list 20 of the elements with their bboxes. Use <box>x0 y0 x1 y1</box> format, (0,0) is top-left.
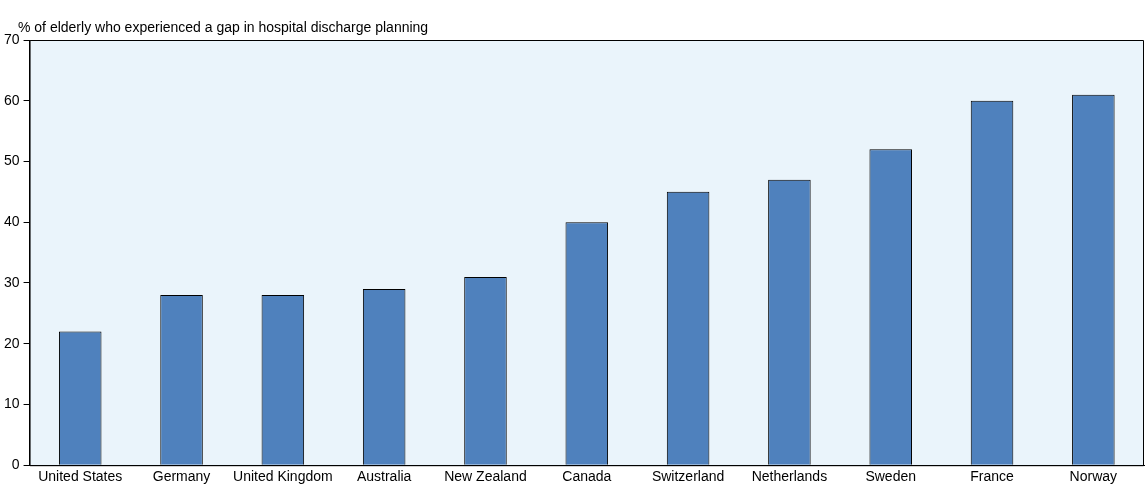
y-tick-label: 30 <box>3 273 20 290</box>
y-tick-label: 20 <box>3 334 20 351</box>
y-tick-label: 50 <box>3 152 20 169</box>
y-tick-label: 0 <box>11 456 20 473</box>
x-tick-label: New Zealand <box>444 468 527 485</box>
x-tick-label: Norway <box>1069 468 1118 485</box>
y-tick-label: 40 <box>3 213 20 230</box>
x-tick-label: Netherlands <box>751 468 828 485</box>
y-axis-title: % of elderly who experienced a gap in hospital discharge planning <box>18 18 429 35</box>
x-tick-label: Canada <box>562 468 612 485</box>
y-tick-label: 60 <box>3 91 20 108</box>
x-tick-label: Australia <box>356 468 412 485</box>
y-tick-label: 10 <box>3 395 20 412</box>
x-tick-label: France <box>970 468 1015 485</box>
x-tick-label: Germany <box>152 468 211 485</box>
x-tick-label: United Kingdom <box>233 468 333 485</box>
y-tick-label: 70 <box>3 30 20 47</box>
x-tick-label: Sweden <box>865 468 917 485</box>
x-tick-label: United States <box>38 468 123 485</box>
x-tick-label: Switzerland <box>651 468 725 485</box>
